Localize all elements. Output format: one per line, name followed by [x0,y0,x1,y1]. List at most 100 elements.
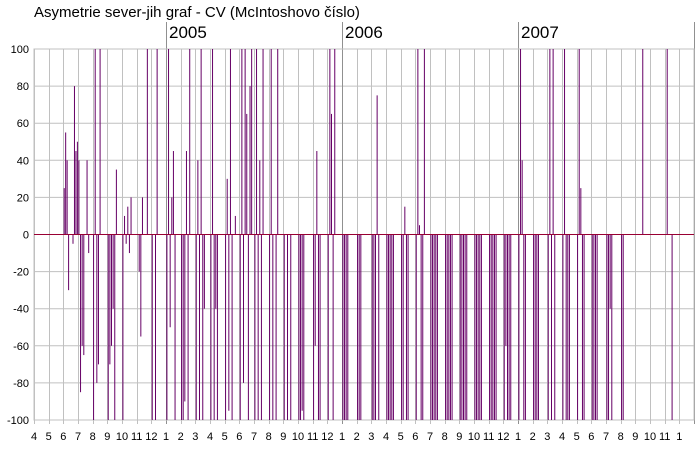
y-tick-label: 0 [23,230,29,242]
x-tick-label: 6 [60,431,66,443]
y-tick-label: 80 [17,81,29,93]
bar [388,234,390,420]
bar [128,234,130,254]
x-tick-label: 2 [530,431,536,443]
bar [122,234,124,420]
bar [185,151,187,235]
bar [581,234,583,420]
bar [391,234,393,420]
bar [503,234,505,420]
bar [474,234,476,420]
bar [329,49,331,235]
bar [249,86,251,235]
bar [181,234,183,420]
bar [549,49,551,235]
bar [168,49,170,235]
x-tick-label: 8 [90,431,96,443]
bar [199,234,200,420]
bar [608,234,610,420]
bar [319,234,321,420]
bar [202,234,204,420]
bar [247,234,249,420]
bar [72,234,74,244]
y-tick-label: -60 [13,341,29,353]
bar [301,234,303,411]
y-axis-ticks: 100 80 60 40 20 0 -20 -40 -60 -80 -100 [7,44,29,427]
bar [578,49,580,235]
bar [259,160,261,235]
x-tick-label: 7 [603,431,609,443]
bar [172,151,174,235]
x-tick-label: 9 [104,431,110,443]
bar [332,234,334,420]
bar [197,160,199,235]
x-tick-label: 3 [544,431,550,443]
bar [490,234,492,420]
bar [392,234,394,420]
bar [405,234,407,420]
bar [138,234,140,272]
bar [580,188,582,235]
bar [94,49,96,235]
chart-title: Asymetrie sever-jih graf - CV (McIntosho… [34,4,360,21]
bar [446,234,448,420]
x-tick-label: 10 [292,431,304,443]
bar [257,234,259,420]
bar [621,234,623,420]
x-tick-label: 10 [468,431,480,443]
bar [611,234,613,420]
bar [451,234,453,420]
bar [239,234,241,420]
x-tick-label: 5 [222,431,228,443]
bar [226,178,228,235]
bar [290,234,292,420]
bar [75,151,77,235]
bar [360,234,362,420]
bar [88,234,90,254]
bar [76,141,78,235]
bar [283,234,285,420]
bar [492,234,494,420]
y-tick-label: -20 [13,267,29,279]
bar [448,234,450,420]
bar [83,234,85,356]
bar [577,234,579,420]
bar [521,160,523,235]
bar [466,234,468,420]
bar [187,234,189,420]
bar [151,234,153,420]
x-tick-label: 4 [31,431,37,443]
y-tick-label: 60 [17,118,29,130]
x-tick-label: 6 [236,431,242,443]
bar [303,234,305,420]
bar [130,197,132,235]
bar [244,49,246,235]
bar [241,49,243,235]
bar [200,49,202,235]
x-tick-label: 9 [456,431,462,443]
bar [313,234,315,420]
bar [591,234,593,420]
bar [449,234,451,420]
y-tick-label: 40 [17,155,29,167]
bar [493,234,495,420]
bar [277,49,279,235]
bar [551,234,552,420]
x-tick-label: 1 [515,431,521,443]
x-tick-label: 11 [483,431,494,443]
bar [115,169,117,235]
bar [298,234,300,420]
bar [606,234,608,420]
bar [184,234,186,402]
bar [287,234,288,420]
bar [155,234,156,420]
bar [523,234,525,420]
bar [109,234,111,365]
bar [417,49,419,235]
bar [203,234,205,309]
x-tick-label: 8 [618,431,624,443]
bar [114,234,116,420]
bar [124,215,126,235]
bar [407,234,409,420]
x-tick-label: 1 [676,431,682,443]
